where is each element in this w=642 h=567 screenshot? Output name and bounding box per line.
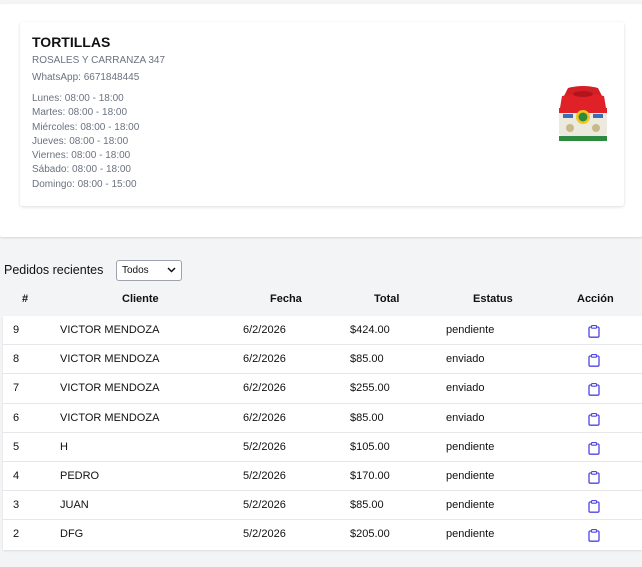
order-total: $424.00 <box>350 324 390 336</box>
store-panel: TORTILLAS ROSALES Y CARRANZA 347 WhatsAp… <box>0 4 642 237</box>
order-id: 3 <box>13 499 20 512</box>
table-row: 5 H 5/2/2026 $105.00 pendiente <box>3 433 642 462</box>
clipboard-icon[interactable] <box>588 325 600 338</box>
order-total: $105.00 <box>350 440 390 453</box>
clipboard-icon[interactable] <box>588 412 600 426</box>
table-row: 8 VICTOR MENDOZA 6/2/2026 $85.00 enviado <box>3 345 642 375</box>
chevron-down-icon <box>167 267 176 273</box>
order-date: 6/2/2026 <box>243 411 286 424</box>
order-status: enviado <box>446 411 485 424</box>
clipboard-icon[interactable] <box>588 441 600 455</box>
order-status: pendiente <box>446 528 495 541</box>
table-row: 4 PEDRO 5/2/2026 $170.00 pendiente <box>3 462 642 492</box>
order-status: enviado <box>446 382 485 395</box>
col-header-id: # <box>22 293 29 305</box>
table-row: 2 DFG 5/2/2026 $205.00 pendiente <box>3 520 642 549</box>
order-status: pendiente <box>446 499 495 512</box>
col-header-action: Acción <box>577 293 614 305</box>
order-date: 6/2/2026 <box>243 382 286 395</box>
col-header-total: Total <box>374 293 400 305</box>
hours-tuesday: Martes: 08:00 - 18:00 <box>32 107 128 119</box>
order-status: pendiente <box>446 469 495 482</box>
tortilla-package-image <box>556 86 610 144</box>
order-client: JUAN <box>60 499 89 512</box>
clipboard-icon[interactable] <box>588 383 600 397</box>
order-id: 8 <box>13 353 20 366</box>
order-client: PEDRO <box>60 469 100 482</box>
order-date: 5/2/2026 <box>243 440 286 453</box>
store-whatsapp: WhatsApp: 6671848445 <box>32 72 140 83</box>
col-header-client: Cliente <box>122 293 159 305</box>
order-status: pendiente <box>446 440 495 453</box>
table-row: 6 VICTOR MENDOZA 6/2/2026 $85.00 enviado <box>3 404 642 433</box>
hours-friday: Viernes: 08:00 - 18:00 <box>32 150 131 162</box>
order-total: $85.00 <box>350 353 384 366</box>
order-total: $205.00 <box>350 528 390 541</box>
order-client: DFG <box>60 528 84 541</box>
order-id: 6 <box>13 411 20 424</box>
clipboard-icon[interactable] <box>588 500 600 513</box>
col-header-date: Fecha <box>270 293 302 305</box>
order-id: 5 <box>13 440 20 453</box>
order-status: enviado <box>446 353 485 366</box>
order-id: 2 <box>13 528 20 541</box>
status-filter-value: Todos <box>122 265 149 276</box>
orders-title: Pedidos recientes <box>4 263 104 277</box>
order-client: H <box>60 440 68 453</box>
table-row: 9 VICTOR MENDOZA 6/2/2026 $424.00 pendie… <box>3 316 642 346</box>
order-total: $255.00 <box>350 382 390 395</box>
table-row: 7 VICTOR MENDOZA 6/2/2026 $255.00 enviad… <box>3 374 642 404</box>
opening-hours: Lunes: 08:00 - 18:00 Martes: 08:00 - 18:… <box>32 92 139 192</box>
order-client: VICTOR MENDOZA <box>60 324 160 336</box>
table-row: 3 JUAN 5/2/2026 $85.00 pendiente <box>3 491 642 521</box>
order-date: 5/2/2026 <box>243 469 286 482</box>
orders-table-header: # Cliente Fecha Total Estatus Acción <box>4 293 642 310</box>
clipboard-icon[interactable] <box>588 470 600 484</box>
col-header-status: Estatus <box>473 293 513 305</box>
status-filter-select[interactable]: Todos <box>116 260 182 281</box>
hours-wednesday: Miércoles: 08:00 - 18:00 <box>32 121 140 133</box>
orders-table: 9 VICTOR MENDOZA 6/2/2026 $424.00 pendie… <box>3 316 642 550</box>
hours-saturday: Sábado: 08:00 - 18:00 <box>32 164 131 176</box>
order-id: 7 <box>13 382 20 395</box>
order-total: $170.00 <box>350 469 390 482</box>
clipboard-icon[interactable] <box>588 529 600 543</box>
order-status: pendiente <box>446 324 495 336</box>
hours-thursday: Jueves: 08:00 - 18:00 <box>32 135 129 147</box>
order-client: VICTOR MENDOZA <box>60 411 160 424</box>
order-date: 6/2/2026 <box>243 324 286 336</box>
order-date: 5/2/2026 <box>243 528 286 541</box>
order-client: VICTOR MENDOZA <box>60 353 160 366</box>
order-client: VICTOR MENDOZA <box>60 382 160 395</box>
order-date: 6/2/2026 <box>243 353 286 366</box>
store-card: TORTILLAS ROSALES Y CARRANZA 347 WhatsAp… <box>20 22 624 206</box>
hours-sunday: Domingo: 08:00 - 15:00 <box>32 178 137 190</box>
order-date: 5/2/2026 <box>243 499 286 512</box>
clipboard-icon[interactable] <box>588 354 600 368</box>
order-id: 9 <box>13 324 20 336</box>
order-total: $85.00 <box>350 499 384 512</box>
hours-monday: Lunes: 08:00 - 18:00 <box>32 93 124 104</box>
store-name: TORTILLAS <box>32 34 111 50</box>
store-address: ROSALES Y CARRANZA 347 <box>32 55 166 66</box>
order-total: $85.00 <box>350 411 384 424</box>
order-id: 4 <box>13 469 20 482</box>
